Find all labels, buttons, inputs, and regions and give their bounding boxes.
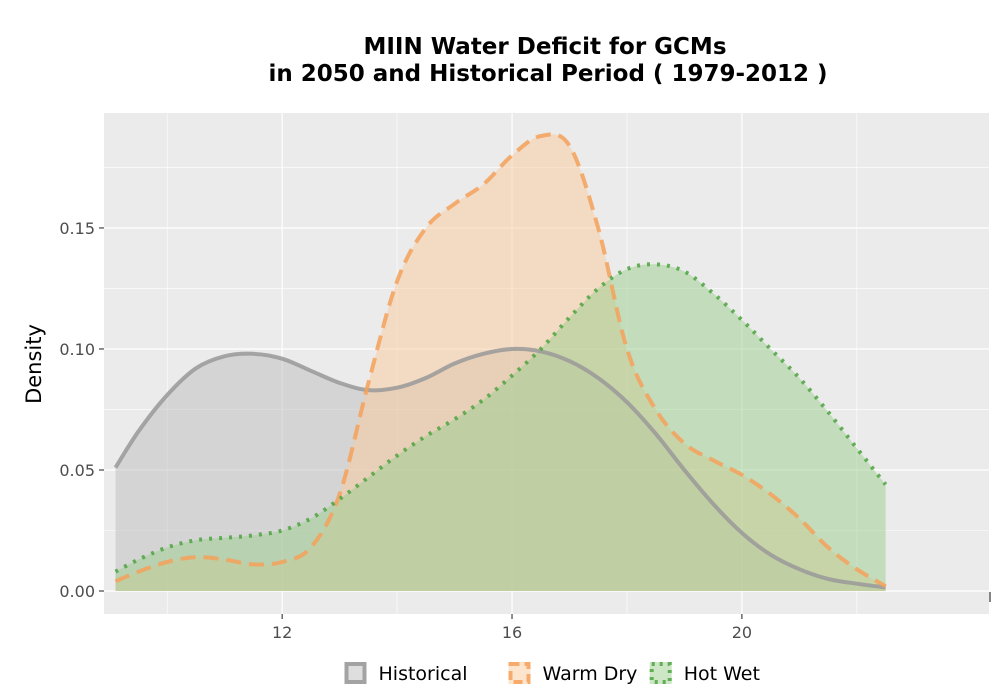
x-tick-label: 20	[732, 623, 752, 642]
legend-key-hot-wet	[649, 662, 672, 684]
legend-key-historical	[344, 662, 367, 684]
density-line-hot-wet	[114, 262, 888, 574]
density-areas	[115, 134, 886, 592]
y-tick-label: 0.10	[59, 340, 95, 359]
chart-title-line1: MIIN Water Deficit for GCMs	[363, 34, 726, 60]
x-tick-label: 16	[502, 623, 522, 642]
density-line-historical	[113, 346, 886, 590]
legend-label-hot-wet: Hot Wet	[684, 663, 760, 685]
y-tick-label: 0.05	[59, 461, 95, 480]
legend: Historical Warm Dry Hot Wet	[344, 662, 760, 685]
density-area-hot-wet	[115, 264, 886, 591]
legend-key-outline-historical	[344, 662, 367, 684]
chart-title-line2: in 2050 and Historical Period ( 1979-201…	[268, 61, 827, 87]
legend-label-warm-dry: Warm Dry	[543, 663, 638, 685]
y-tick-label: 0.00	[59, 582, 95, 601]
legend-key-outline-warm-dry	[508, 662, 531, 684]
y-tick-label: 0.15	[59, 219, 95, 238]
legend-key-outline-hot-wet	[649, 662, 672, 684]
legend-label-historical: Historical	[379, 663, 468, 685]
axis-ticks: 12 16 20 0.00 0.05 0.10 0.15	[59, 219, 752, 642]
density-lines	[113, 132, 888, 590]
x-tick-label: 12	[272, 623, 292, 642]
y-axis-title: Density	[22, 324, 46, 404]
legend-key-warm-dry	[508, 662, 531, 684]
